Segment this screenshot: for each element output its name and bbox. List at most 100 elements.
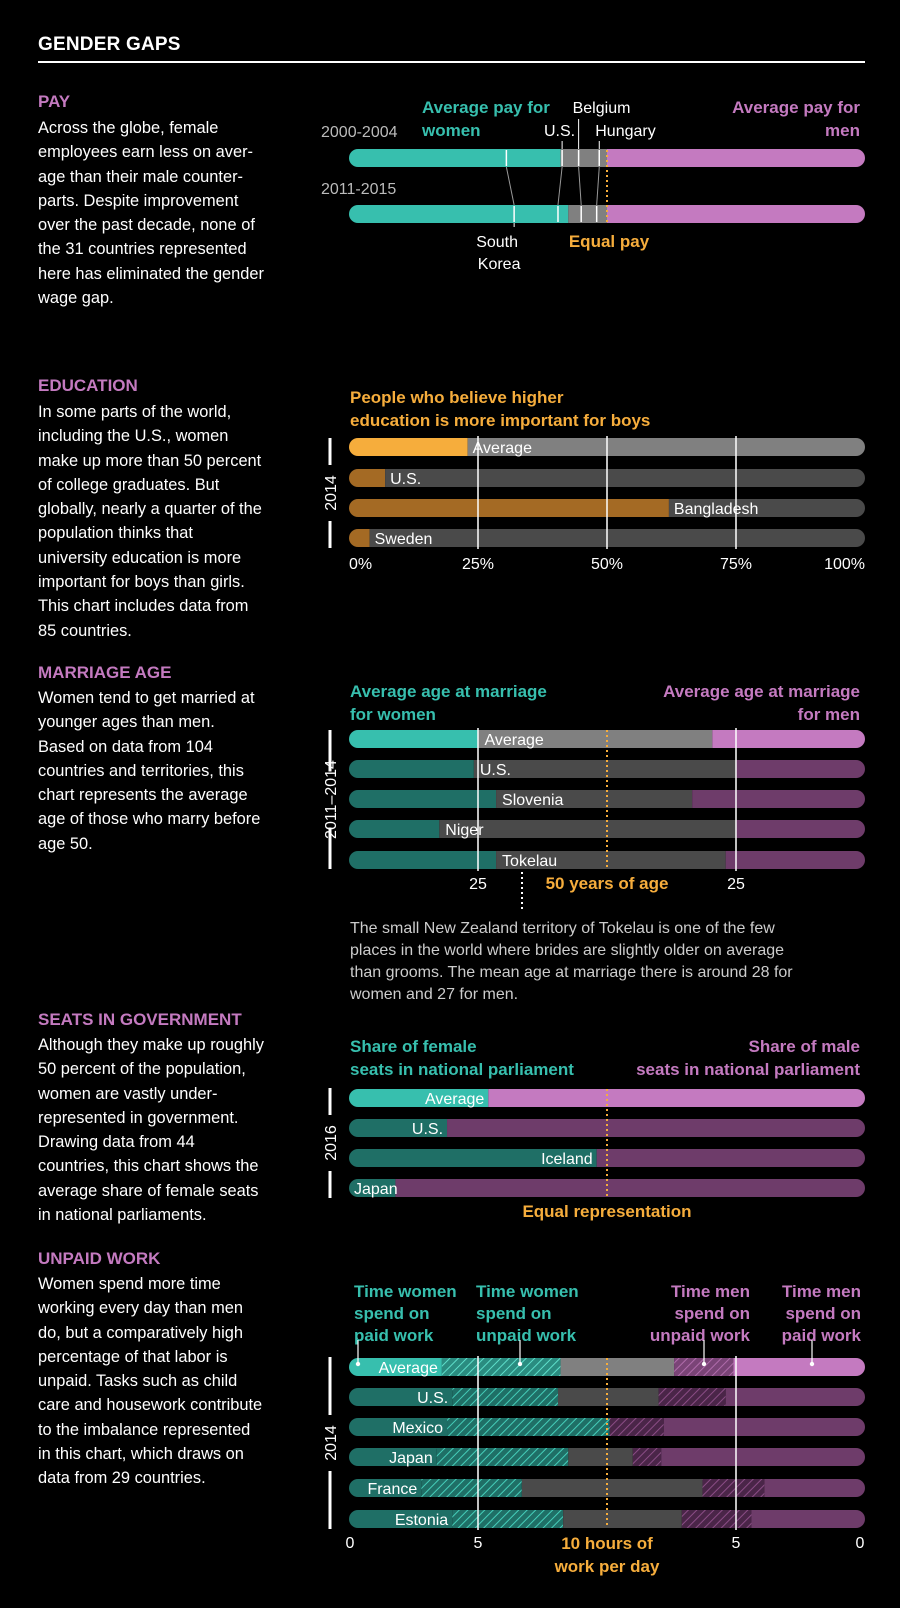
mar-ref-label: 50 years of age [546,874,669,893]
unp-bar-5-seg-men-unpaid [681,1510,752,1528]
edu-title-2: education is more important for boys [350,411,650,430]
seats-text-line: average share of female seats [38,1181,259,1200]
mar-men-label-1: Average age at marriage [663,682,860,701]
seat-men-label-2: seats in national parliament [636,1060,860,1079]
edu-bar-3-segments [349,529,865,547]
pay-label-hungary: Hungary [595,123,655,140]
education-text-line: of college graduates. But [38,475,220,494]
pay-label-korea-2: Korea [478,256,521,273]
pay-women-label-2: women [421,121,481,140]
edu-bar-2-seg-value [349,499,669,517]
seat-bar-2-seg-men [596,1149,865,1167]
unp-label-men-paid: spend on [785,1304,861,1323]
mar-bar-3-seg-gap [439,820,736,838]
mar-bar-2-seg-gap [496,790,693,808]
mar-men-label-2: for men [798,705,860,724]
seats-text-line: 50 percent of the population, [38,1060,246,1079]
seat-bar-1-segments [349,1119,865,1137]
marriage-text: Women tend to get married at younger ages… [38,686,293,856]
unp-bar-3-seg-men-unpaid [632,1448,662,1466]
unp-label-men-unpaid: unpaid work [650,1326,751,1345]
unp-bar-label-3: Japan [389,1450,433,1467]
seat-bar-label-2: Iceland [541,1151,593,1168]
unp-bar-3-seg-women-unpaid [436,1448,569,1466]
unp-bar-label-2: Mexico [392,1420,443,1437]
edu-year: 2014 [323,475,340,511]
pay-bar-1-seg-men [607,205,865,223]
edu-bar-label-0: Average [473,440,532,457]
edu-bar-1-seg-rest [385,469,865,487]
seats-text: Although they make up roughly 50 percent … [38,1033,293,1227]
pay-text-line: over the past decade, none of [38,216,255,235]
edu-bar-1-seg-value [349,469,386,487]
unp-bar-3-segments [349,1448,865,1466]
seat-bar-3-seg-women [349,1179,396,1197]
education-text-line: population thinks that [38,524,193,543]
edu-bar-2-segments [349,499,865,517]
seat-bar-label-0: Average [425,1091,484,1108]
seats-heading: SEATS IN GOVERNMENT [38,1010,242,1029]
unp-bar-1-seg-gap [557,1388,659,1406]
edu-bar-label-1: U.S. [390,471,421,488]
pay-connector-US [557,166,563,206]
mar-bar-0-seg-men [712,730,865,748]
unpaid-text-line: percentage of that labor is [38,1347,228,1366]
seat-year: 2016 [323,1125,340,1161]
seats-text-line: countries, this chart shows the [38,1157,259,1176]
unp-label-men-unpaid: Time men [671,1282,750,1301]
unpaid-chart: Time women spend on paid work Time women spe… [323,1282,865,1576]
pay-bar-0-seg-women [349,149,561,167]
mar-women-label-2: for women [350,705,436,724]
unpaid-text-line: data from 29 countries. [38,1469,206,1488]
seat-bar-0-segments [349,1089,865,1107]
unp-bar-5-segments [349,1510,865,1528]
mar-bar-4-seg-women [349,851,497,869]
unpaid-text-line: care and housework contribute [38,1396,263,1415]
mar-note-line: than grooms. The mean age at marriage th… [350,964,793,981]
pay-connector-Belgium [578,166,582,206]
seat-ref-label: Equal representation [522,1202,691,1221]
mar-bar-label-1: U.S. [480,762,511,779]
pay-text: Across the globe, female employees earn l… [38,116,293,310]
seat-women-label-1: Share of female [350,1037,477,1056]
unpaid-text-line: do, but a comparatively high [38,1323,244,1342]
pay-bar-1-seg-women [349,205,569,223]
unp-bar-0-segments [349,1358,865,1376]
unp-label-men-paid: paid work [782,1326,862,1345]
unpaid-text-line: in this chart, which draws on [38,1445,244,1464]
unpaid-text-line: unpaid. Tasks such as child [38,1372,238,1391]
unp-bar-label-1: U.S. [417,1390,448,1407]
unp-label-women-paid: Time women [354,1282,457,1301]
unp-label-women-unpaid: spend on [476,1304,552,1323]
education-text-line: important for boys than girls. [38,573,245,592]
unp-label-men-unpaid: spend on [674,1304,750,1323]
unp-bar-2-seg-women-paid [349,1418,448,1436]
mar-bar-3-seg-women [349,820,440,838]
mar-bar-4-seg-men [725,851,865,869]
seat-bar-label-1: U.S. [412,1121,443,1138]
mar-bar-2-seg-men [692,790,865,808]
pay-women-label-1: Average pay for [422,98,550,117]
mar-bar-0-segments [349,730,865,748]
unp-bar-0-seg-women-paid [349,1358,442,1376]
unp-ref-label-2: work per day [554,1557,660,1576]
unpaid-text-line: working every day than men [38,1299,243,1318]
seats-text-line: Although they make up roughly [38,1036,264,1054]
pay-label-us: U.S. [544,123,575,140]
marriage-text-line: countries and territories, this [38,761,244,780]
mar-bar-1-segments [349,760,865,778]
pay-connector-SouthKorea [505,166,515,206]
seat-bar-label-3: Japan [354,1181,398,1198]
unp-tick-0: 0 [346,1535,355,1552]
mar-tick-men: 25 [727,876,745,893]
unp-bar-3-seg-women-paid [349,1448,437,1466]
pay-text-line: here has eliminated the gender [38,264,264,283]
mar-year: 2011–2014 [323,760,340,839]
edu-tick-label-25: 25% [462,556,494,573]
mar-bar-label-4: Tokelau [502,853,557,870]
edu-title-1: People who believe higher [350,388,564,407]
unp-bar-0-seg-women-unpaid [441,1358,561,1376]
pay-men-label-2: men [825,121,860,140]
unp-bar-1-segments [349,1388,865,1406]
